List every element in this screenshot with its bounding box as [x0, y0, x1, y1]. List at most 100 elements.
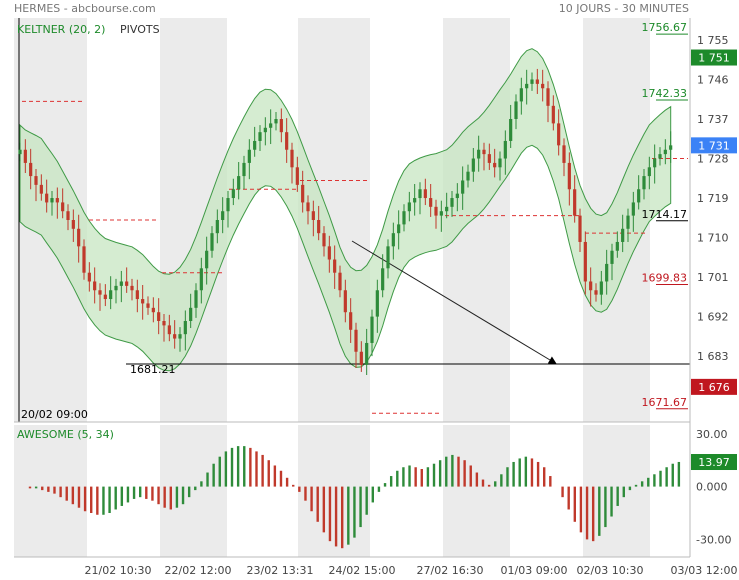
candle-body — [333, 259, 337, 273]
candle-body — [349, 312, 353, 330]
support-tag: 1699.83 — [642, 271, 688, 284]
candle-body — [157, 312, 161, 321]
candle-body — [194, 290, 198, 308]
candle-body — [418, 189, 422, 199]
lower-band-tag: 1671.67 — [642, 396, 688, 409]
x-tick-label: 02/03 10:30 — [577, 564, 644, 577]
candle-body — [290, 149, 294, 168]
candle-body — [39, 184, 43, 194]
candle-body — [258, 132, 262, 141]
candle-body — [253, 140, 257, 150]
price-tick-label: 1 683 — [697, 350, 729, 363]
candle-body — [370, 316, 374, 343]
candle-body — [407, 202, 411, 212]
candle-body — [461, 180, 465, 194]
low-price-tag: 1 676 — [698, 381, 730, 394]
candle-body — [98, 290, 102, 295]
candle-body — [34, 176, 38, 185]
candle-body — [535, 79, 539, 84]
candle-body — [183, 321, 187, 335]
mid-upper-tag: 1742.33 — [642, 87, 688, 100]
candle-body — [109, 290, 113, 300]
x-tick-label: 21/02 10:30 — [85, 564, 152, 577]
candle-body — [242, 162, 246, 177]
candle-body — [658, 154, 662, 159]
candle-body — [178, 334, 182, 339]
price-tick-label: 1 728 — [697, 153, 729, 166]
x-tick-label: 27/02 16:30 — [417, 564, 484, 577]
candle-body — [434, 206, 438, 216]
candle-body — [135, 290, 139, 300]
candle-body — [669, 145, 673, 150]
candle-body — [119, 281, 123, 286]
last-high-tag: 1 751 — [698, 52, 730, 65]
candle-body — [93, 281, 97, 291]
candle-body — [647, 167, 651, 177]
candle-body — [429, 198, 433, 207]
pivots-label: PIVOTS — [120, 23, 160, 36]
candle-body — [375, 290, 379, 317]
candle-body — [562, 145, 566, 163]
pivot-tag: 1714.17 — [642, 208, 688, 221]
candle-body — [66, 211, 70, 220]
price-tick-label: 1 701 — [697, 271, 729, 284]
candle-body — [551, 105, 555, 124]
candle-body — [205, 250, 209, 269]
candle-body — [343, 290, 347, 313]
candle-body — [50, 198, 54, 203]
candle-body — [173, 334, 177, 339]
candle-body — [509, 119, 513, 141]
candle-body — [450, 198, 454, 207]
low-price-tag-box — [691, 378, 737, 395]
support-line-label: 1681.21 — [130, 363, 176, 376]
current-price-tag-box — [691, 137, 737, 154]
candle-body — [637, 189, 641, 203]
candle-body — [61, 202, 65, 212]
candle-body — [269, 123, 273, 128]
date-marker-label: 20/02 09:00 — [21, 408, 88, 421]
chart-source: HERMES - abcbourse.com — [14, 2, 156, 15]
osc-tick-label: 30.00 — [696, 428, 728, 441]
candle-body — [477, 149, 481, 159]
candle-body — [114, 285, 118, 291]
candle-body — [503, 140, 507, 159]
candle-body — [599, 281, 603, 295]
candle-body — [301, 184, 305, 203]
candle-body — [391, 233, 395, 247]
candle-body — [519, 88, 523, 102]
candle-body — [311, 211, 315, 220]
last-high-tag-box — [691, 49, 737, 66]
keltner-label: KELTNER (20, 2) — [17, 23, 105, 36]
candle-body — [322, 233, 326, 247]
candle-body — [445, 206, 449, 212]
candle-body — [642, 176, 646, 190]
candle-body — [125, 281, 129, 286]
price-tick-label: 1 719 — [697, 192, 729, 205]
candle-body — [317, 220, 321, 234]
candle-body — [167, 325, 171, 335]
candle-body — [45, 193, 49, 203]
candle-body — [130, 285, 134, 291]
candle-body — [18, 149, 22, 155]
upper-band-tag: 1756.67 — [642, 21, 688, 34]
candle-body — [247, 149, 251, 163]
candle-body — [498, 158, 502, 168]
candle-body — [210, 233, 214, 251]
candle-body — [221, 211, 225, 220]
chart-period: 10 JOURS - 30 MINUTES — [558, 2, 689, 15]
x-tick-label: 22/02 12:00 — [165, 564, 232, 577]
candle-body — [162, 321, 166, 326]
candle-body — [226, 198, 230, 212]
candle-body — [397, 224, 401, 234]
candle-body — [237, 176, 241, 190]
day-shade-osc — [14, 425, 87, 557]
osc-value-tag: 13.97 — [698, 456, 730, 469]
candle-body — [199, 268, 203, 291]
candle-body — [573, 189, 577, 216]
candle-body — [146, 303, 150, 308]
candle-body — [631, 202, 635, 216]
candle-body — [653, 158, 657, 168]
day-shade-osc — [443, 425, 510, 557]
candle-body — [663, 149, 667, 155]
candle-body — [231, 189, 235, 199]
